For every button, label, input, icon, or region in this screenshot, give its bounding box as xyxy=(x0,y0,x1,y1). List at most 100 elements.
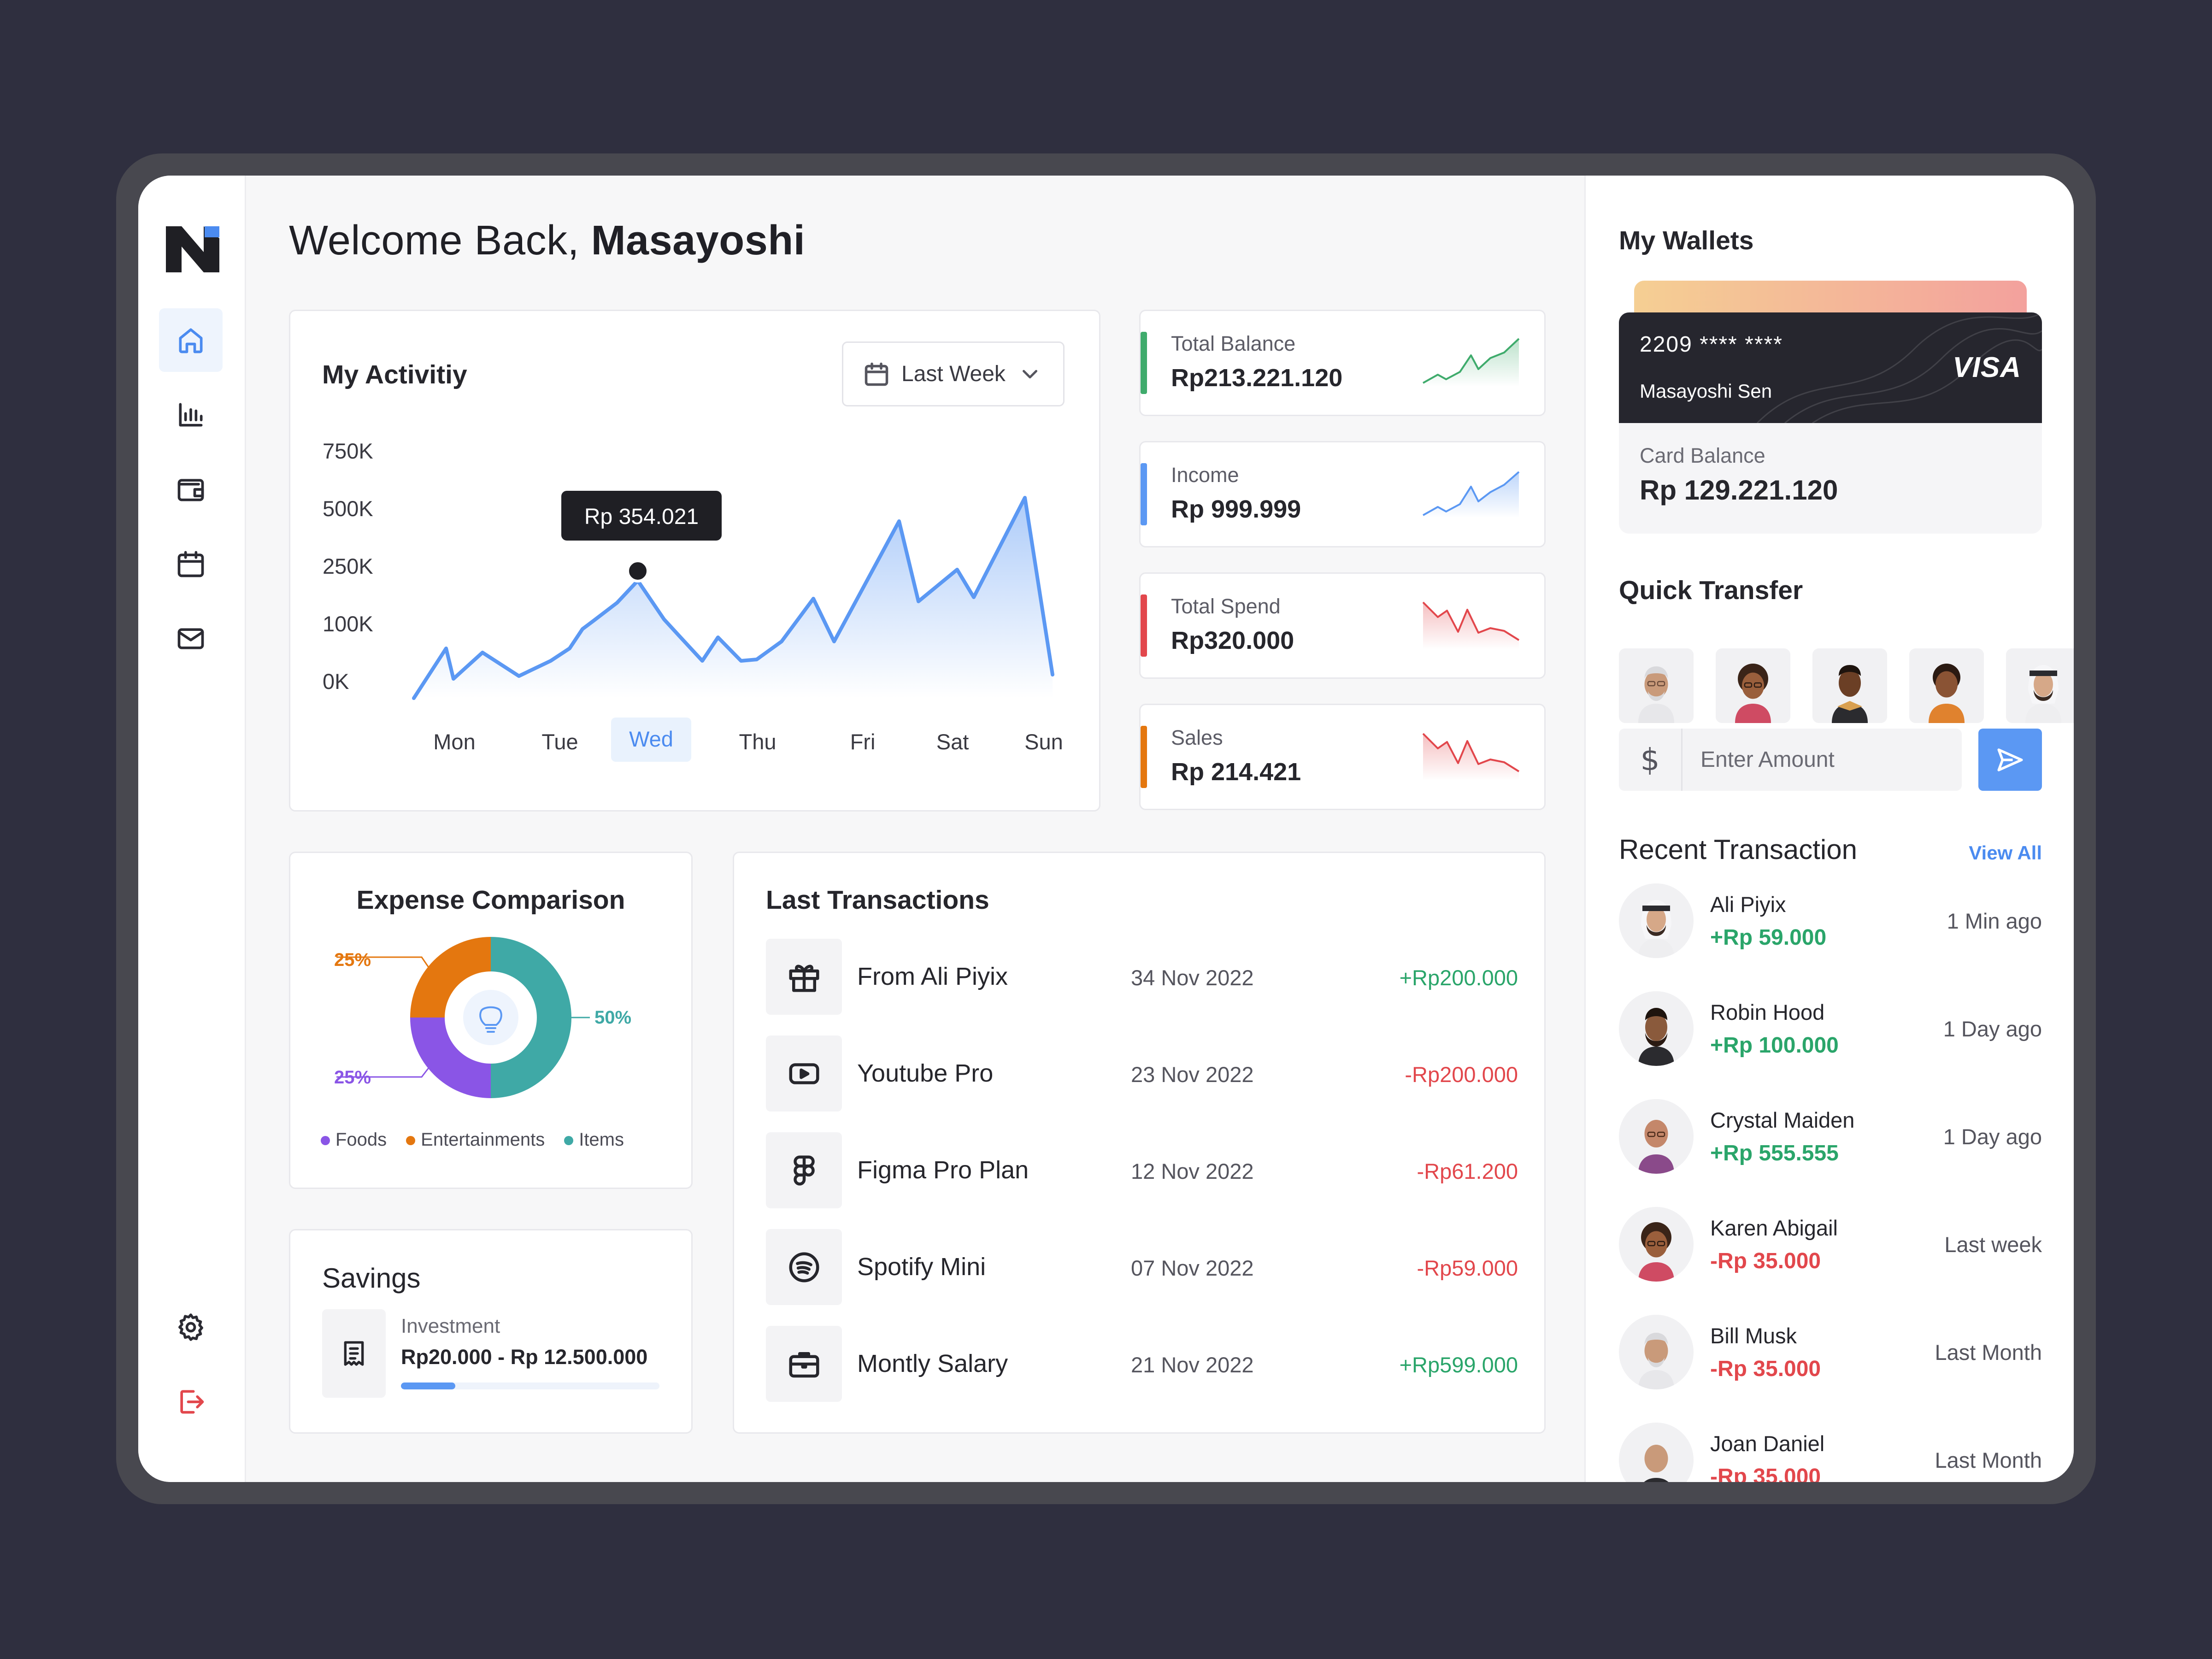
tx-date: 23 Nov 2022 xyxy=(1131,1062,1254,1087)
rt-time: 1 Day ago xyxy=(1943,1124,2042,1149)
card-balance-value: Rp 129.221.120 xyxy=(1640,475,1838,506)
activity-title: My Activitiy xyxy=(322,360,467,389)
x-tick[interactable]: Sat xyxy=(936,729,969,754)
x-axis: Mon Tue Wed Thu Fri Sat Sun xyxy=(433,727,1063,754)
x-tick[interactable]: Tue xyxy=(541,729,578,754)
y-tick: 750K xyxy=(323,439,373,463)
rt-name: Crystal Maiden xyxy=(1710,1108,1855,1132)
avatar xyxy=(1619,883,1694,958)
avatar xyxy=(1619,1423,1694,1482)
table-row[interactable]: From Ali Piyix 34 Nov 2022 +Rp200.000 xyxy=(766,939,1518,1015)
wallets-title: My Wallets xyxy=(1619,226,1754,255)
stat-value: Rp 999.999 xyxy=(1171,495,1301,523)
sidebar-item-analytics[interactable] xyxy=(159,383,223,447)
quick-transfer-avatar[interactable] xyxy=(1619,648,1694,723)
sidebar-item-wallet[interactable] xyxy=(159,458,223,521)
table-row[interactable]: Figma Pro Plan 12 Nov 2022 -Rp61.200 xyxy=(766,1132,1518,1208)
y-tick: 0K xyxy=(323,669,349,694)
sidebar-item-home[interactable] xyxy=(159,308,223,372)
stat-label: Total Spend xyxy=(1171,594,1281,618)
investment-progress xyxy=(401,1382,659,1389)
tx-name: Spotify Mini xyxy=(857,1253,986,1281)
stat-card-total-balance[interactable]: Total Balance Rp213.221.120 xyxy=(1139,310,1546,416)
list-item[interactable]: Ali Piyix +Rp 59.000 1 Min ago xyxy=(1619,883,2042,961)
list-item[interactable]: Crystal Maiden +Rp 555.555 1 Day ago xyxy=(1619,1099,2042,1177)
list-item[interactable]: Joan Daniel -Rp 35.000 Last Month xyxy=(1619,1423,2042,1482)
y-axis: 750K 500K 250K 100K 0K xyxy=(323,439,373,694)
stat-value: Rp213.221.120 xyxy=(1171,364,1343,392)
rt-time: 1 Min ago xyxy=(1947,909,2042,933)
donut-label-entertainments: 25% xyxy=(334,950,371,970)
sidebar-item-logout[interactable] xyxy=(159,1370,223,1434)
quick-transfer-avatar[interactable] xyxy=(2006,648,2074,723)
rt-name: Bill Musk xyxy=(1710,1324,1797,1348)
table-row[interactable]: Spotify Mini 07 Nov 2022 -Rp59.000 xyxy=(766,1229,1518,1305)
stat-label: Total Balance xyxy=(1171,332,1296,355)
x-tick[interactable]: Thu xyxy=(739,729,777,754)
period-dropdown[interactable]: Last Week xyxy=(842,341,1065,406)
tx-amount: +Rp200.000 xyxy=(1399,965,1518,990)
x-tick-selected[interactable]: Wed xyxy=(629,727,673,751)
donut-slice-items xyxy=(491,937,571,1098)
spotify-icon xyxy=(766,1229,842,1305)
chart-tooltip xyxy=(561,491,722,541)
x-tick[interactable]: Mon xyxy=(433,729,475,754)
recent-transaction-title: Recent Transaction xyxy=(1619,834,1857,865)
bar-chart-icon xyxy=(179,403,203,427)
tx-date: 07 Nov 2022 xyxy=(1131,1256,1254,1280)
amount-input[interactable] xyxy=(1684,729,1960,791)
list-item[interactable]: Karen Abigail -Rp 35.000 Last week xyxy=(1619,1207,2042,1284)
stat-card-total-spend[interactable]: Total Spend Rp320.000 xyxy=(1139,572,1546,679)
wallet-card[interactable]: 2209 **** **** Masayoshi Sen VISA Card B… xyxy=(1619,312,2042,534)
receipt-icon xyxy=(322,1309,386,1398)
sidebar-item-settings[interactable] xyxy=(159,1295,223,1359)
tx-amount: -Rp61.200 xyxy=(1417,1159,1518,1183)
donut-label-foods: 25% xyxy=(334,1067,371,1088)
quick-transfer-avatar[interactable] xyxy=(1716,648,1790,723)
y-tick: 250K xyxy=(323,554,373,578)
expense-donut-chart: 25% 25% 50% xyxy=(334,937,631,1098)
stat-card-sales[interactable]: Sales Rp 214.421 xyxy=(1139,704,1546,810)
tooltip-point xyxy=(626,559,649,582)
tx-date: 21 Nov 2022 xyxy=(1131,1353,1254,1377)
avatar xyxy=(1619,1315,1694,1389)
tx-amount: +Rp599.000 xyxy=(1399,1353,1518,1377)
quick-transfer-avatar[interactable] xyxy=(1812,648,1887,723)
y-tick: 500K xyxy=(323,496,373,521)
table-row[interactable]: Montly Salary 21 Nov 2022 +Rp599.000 xyxy=(766,1326,1518,1402)
card-holder: Masayoshi Sen xyxy=(1640,380,1772,402)
gear-icon xyxy=(178,1313,203,1341)
table-row[interactable]: Youtube Pro 23 Nov 2022 -Rp200.000 xyxy=(766,1035,1518,1112)
tx-name: Figma Pro Plan xyxy=(857,1156,1029,1184)
list-item[interactable]: Robin Hood +Rp 100.000 1 Day ago xyxy=(1619,991,2042,1069)
tx-date: 12 Nov 2022 xyxy=(1131,1159,1254,1183)
rt-amount: -Rp 35.000 xyxy=(1710,1357,1821,1381)
rt-name: Joan Daniel xyxy=(1710,1431,1825,1456)
last-transactions-title: Last Transactions xyxy=(766,885,989,915)
lightbulb-icon xyxy=(479,1006,502,1033)
donut-slice-foods xyxy=(410,1018,491,1098)
stat-card-income[interactable]: Income Rp 999.999 xyxy=(1139,441,1546,547)
x-tick[interactable]: Fri xyxy=(850,729,876,754)
avatar xyxy=(1619,991,1694,1066)
sidebar-item-mail[interactable] xyxy=(159,607,223,671)
donut-label-items: 50% xyxy=(594,1007,631,1028)
view-all-link[interactable]: View All xyxy=(1969,842,2042,864)
calendar-icon xyxy=(177,551,204,577)
trend-up-sparkline xyxy=(1423,338,1520,387)
rt-time: 1 Day ago xyxy=(1943,1017,2042,1041)
y-tick: 100K xyxy=(323,612,373,636)
chart-tooltip-value: Rp 354.021 xyxy=(584,505,699,529)
card-balance-label: Card Balance xyxy=(1640,444,1765,467)
chevron-down-icon xyxy=(1022,370,1037,378)
expense-comparison-card: Expense Comparison 25% 25% 50% Foods Ent… xyxy=(289,852,693,1189)
x-tick[interactable]: Sun xyxy=(1024,729,1063,754)
app-logo xyxy=(166,226,219,272)
sidebar-item-calendar[interactable] xyxy=(159,532,223,596)
list-item[interactable]: Bill Musk -Rp 35.000 Last Month xyxy=(1619,1315,2042,1392)
card-pattern xyxy=(1756,312,2042,423)
rt-name: Robin Hood xyxy=(1710,1000,1825,1024)
quick-transfer-avatar[interactable] xyxy=(1909,648,1984,723)
send-button[interactable] xyxy=(1978,729,2042,791)
trend-down-sparkline xyxy=(1422,733,1520,781)
